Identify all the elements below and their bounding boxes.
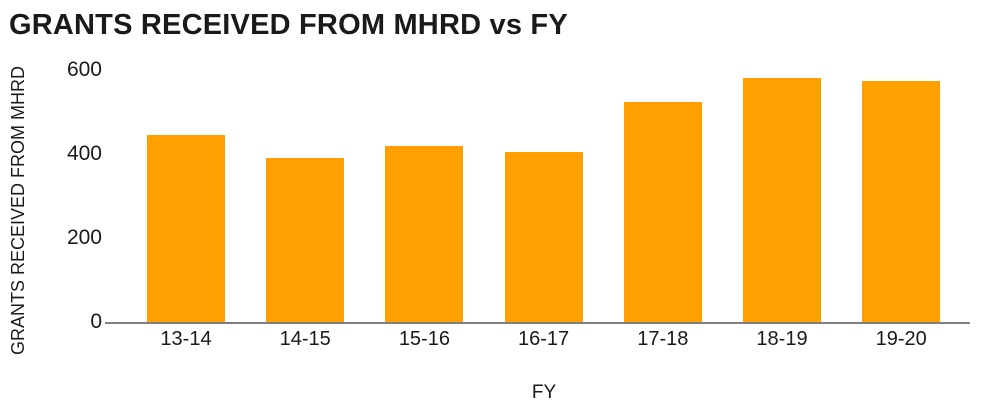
bar <box>147 135 225 322</box>
y-tick-label: 0 <box>90 310 102 333</box>
y-tick-label: 200 <box>66 226 102 249</box>
bar <box>385 145 464 322</box>
x-tick-label: 13-14 <box>160 328 212 350</box>
x-axis-title: FY <box>531 382 557 403</box>
bar <box>743 78 821 322</box>
x-tick-label: 17-18 <box>637 328 689 350</box>
y-axis-title: GRANTS RECEIVED FROM MHRD <box>8 66 28 356</box>
plot-area <box>105 70 970 324</box>
bar <box>504 151 583 322</box>
bar <box>266 158 345 322</box>
x-tick-label: 19-20 <box>875 328 927 350</box>
y-tick-label: 600 <box>66 58 102 81</box>
x-tick-label: 16-17 <box>518 328 570 350</box>
x-tick-label: 18-19 <box>756 328 808 350</box>
chart-title: GRANTS RECEIVED FROM MHRD vs FY <box>9 9 568 41</box>
x-tick-label: 14-15 <box>279 328 331 350</box>
bar <box>862 80 941 322</box>
bar <box>623 101 702 322</box>
y-tick-label: 400 <box>66 142 102 165</box>
x-tick-label: 15-16 <box>398 328 450 350</box>
